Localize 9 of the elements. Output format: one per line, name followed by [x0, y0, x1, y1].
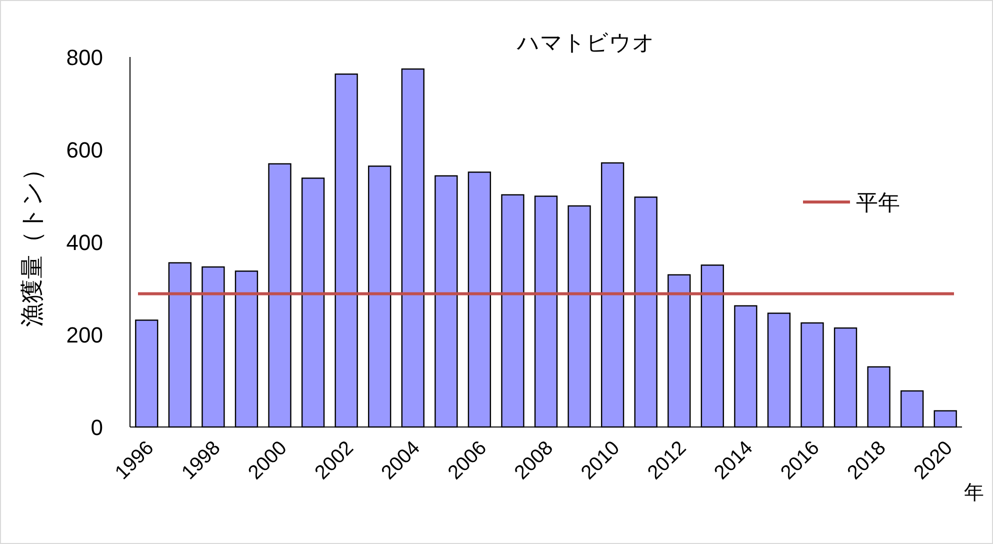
y-tick-label: 0: [90, 415, 103, 440]
y-axis-title: 漁獲量（トン）: [19, 157, 46, 327]
y-tick-label: 200: [66, 322, 103, 348]
y-tick-label: 800: [66, 45, 103, 70]
y-tick-label: 400: [66, 230, 103, 255]
y-tick-label: 600: [66, 138, 103, 162]
legend-label: 平年: [856, 190, 900, 215]
chart-title: ハマトビウオ: [516, 30, 655, 55]
x-axis-title: 年: [964, 482, 984, 504]
